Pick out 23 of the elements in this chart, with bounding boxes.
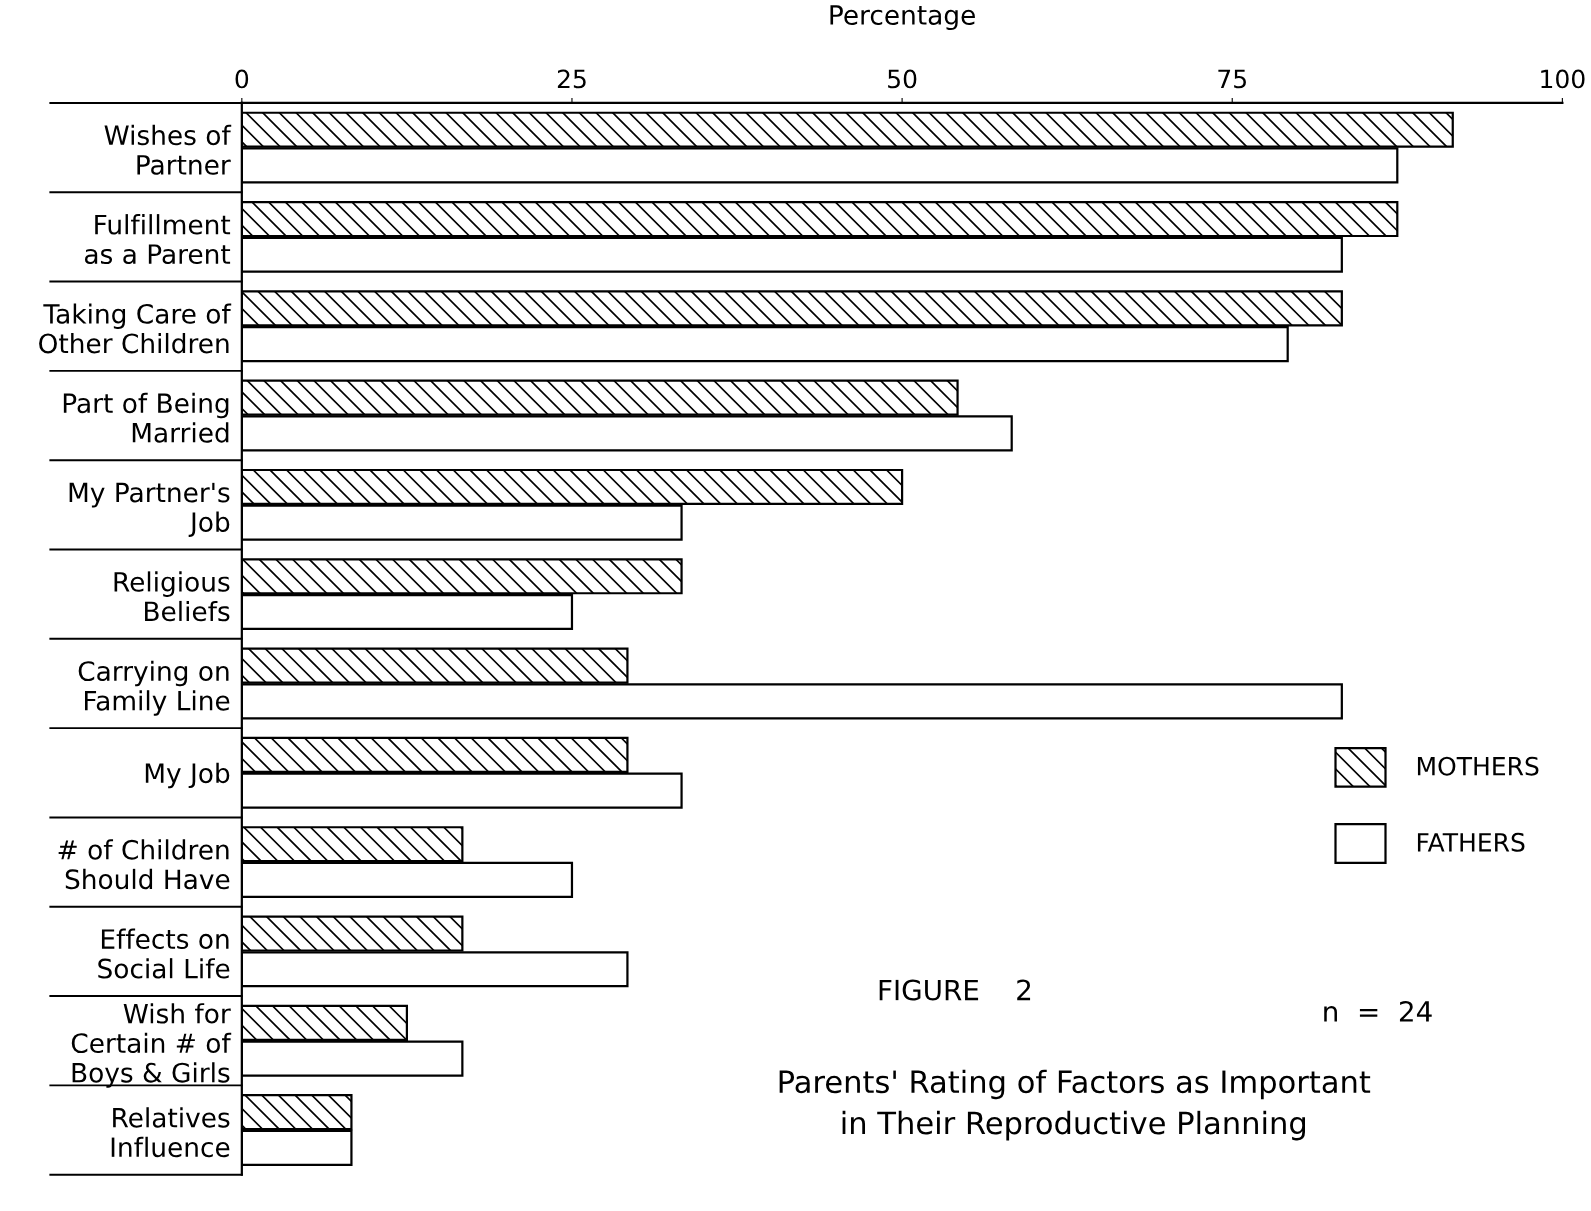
y-tick-label: Carrying on Family Line <box>78 660 230 716</box>
y-tick-label: Effects on Social Life <box>98 928 230 979</box>
annotation: n = 24 <box>1324 1000 1432 1022</box>
y-tick-label: # of Children Should Have <box>58 839 230 890</box>
x-tick-label: 75 <box>1218 69 1246 89</box>
legend-label: MOTHERS <box>1417 756 1539 776</box>
x-tick-label: 50 <box>888 69 917 89</box>
y-tick-label: Religious Beliefs <box>114 571 230 622</box>
y-tick-label: Part of Being Married <box>63 392 229 443</box>
y-tick-label: Relatives Influence <box>111 1107 230 1158</box>
y-tick-label: My Job <box>145 762 230 789</box>
x-tick-label: 25 <box>557 69 586 89</box>
y-tick-label: Wishes of Partner <box>104 124 232 175</box>
legend-label: FATHERS <box>1417 832 1525 852</box>
x-axis-title: Percentage <box>830 5 975 31</box>
text: Parents' Rating of Factors as Important in Their Reproductive Planning <box>779 1069 1371 1141</box>
y-tick-label: Wish for Certain # of Boys & Girls <box>71 1003 232 1088</box>
x-tick-label: 100 <box>1541 69 1585 89</box>
y-tick-label: Taking Care of Other Children <box>39 303 232 354</box>
annotation: FIGURE 2 <box>879 979 1031 1001</box>
x-tick-label: 0 <box>235 69 249 89</box>
y-tick-label: My Partner's Job <box>69 482 230 537</box>
y-tick-label: Fulfillment as a Parent <box>84 214 231 265</box>
